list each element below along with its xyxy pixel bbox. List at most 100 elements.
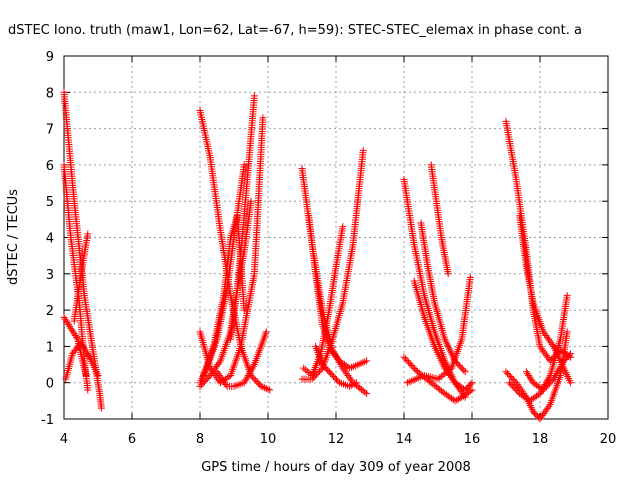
data-point (214, 361, 222, 369)
data-point (82, 371, 90, 379)
data-series-0 (60, 88, 105, 412)
data-point (554, 368, 562, 376)
data-point (317, 366, 325, 374)
data-point (541, 330, 549, 338)
data-point (363, 390, 371, 398)
data-point (508, 382, 516, 390)
data-point (349, 381, 357, 389)
data-point (412, 366, 420, 374)
data-point (222, 381, 230, 389)
x-tick-label: 4 (60, 432, 68, 447)
data-point (403, 357, 411, 365)
data-point (218, 375, 226, 383)
data-point (446, 371, 454, 379)
x-tick-label: 18 (532, 432, 549, 447)
data-point (454, 395, 462, 403)
data-point (259, 114, 267, 122)
data-point (540, 348, 548, 356)
data-point (332, 376, 340, 384)
data-point (450, 377, 458, 385)
data-point (505, 371, 513, 379)
data-point (408, 361, 416, 369)
data-point (251, 376, 259, 384)
data-point (544, 353, 552, 361)
data-series-4 (70, 230, 92, 325)
data-point (303, 367, 311, 375)
data-point (550, 375, 558, 383)
data-point (214, 370, 222, 378)
data-point (68, 326, 76, 334)
data-point (327, 369, 335, 377)
data-point (467, 380, 475, 388)
data-point (261, 384, 269, 392)
data-point (537, 344, 545, 352)
data-point (539, 346, 547, 354)
data-point (551, 373, 559, 381)
data-point (565, 351, 573, 359)
data-point (539, 411, 547, 419)
x-tick-label: 6 (128, 432, 136, 447)
data-point (460, 366, 468, 374)
data-point (466, 273, 474, 281)
x-tick-label: 12 (328, 432, 345, 447)
data-point (65, 321, 73, 329)
data-point (71, 332, 79, 340)
data-point (513, 381, 521, 389)
data-series-22 (403, 273, 474, 387)
data-point (555, 366, 563, 374)
data-point (541, 384, 549, 392)
data-point (94, 371, 102, 379)
data-point (63, 319, 71, 327)
data-point (69, 328, 77, 336)
data-point (552, 371, 560, 379)
data-point (314, 369, 322, 377)
data-point (97, 404, 105, 412)
data-point (506, 372, 514, 380)
data-point (253, 378, 261, 386)
x-tick-label: 10 (260, 432, 277, 447)
data-point (79, 342, 87, 350)
y-tick-label: -1 (41, 413, 54, 428)
data-point (266, 386, 274, 394)
data-point (409, 363, 417, 371)
data-series-2 (62, 339, 102, 383)
data-point (325, 368, 333, 376)
data-point (70, 330, 78, 338)
data-point (557, 362, 565, 370)
y-axis-label: dSTEC / TECUs (6, 189, 21, 285)
data-point (543, 333, 551, 341)
data-point (508, 374, 516, 382)
data-series-15 (300, 223, 347, 379)
x-tick-label: 8 (196, 432, 204, 447)
data-point (522, 368, 530, 376)
data-point (328, 371, 336, 379)
data-series-3 (60, 313, 90, 379)
data-point (352, 379, 360, 387)
data-point (240, 161, 248, 169)
y-tick-label: 6 (46, 159, 54, 174)
y-tick-label: 5 (46, 195, 54, 210)
data-point (60, 313, 68, 321)
data-point (526, 373, 534, 381)
data-point (240, 379, 248, 387)
data-point (537, 413, 545, 421)
data-marks (60, 88, 575, 423)
data-point (343, 370, 351, 378)
data-point (259, 383, 267, 391)
y-tick-label: 9 (46, 50, 54, 65)
data-series-10 (213, 328, 270, 390)
data-point (547, 339, 555, 347)
data-point (541, 408, 549, 416)
data-point (468, 386, 476, 394)
y-tick-label: 3 (46, 268, 54, 283)
data-point (563, 328, 571, 336)
data-point (245, 370, 253, 378)
data-point (83, 350, 91, 358)
data-series-21 (427, 161, 452, 278)
data-point (300, 364, 308, 372)
data-point (213, 368, 221, 376)
data-point (567, 350, 575, 358)
data-point (539, 328, 547, 336)
